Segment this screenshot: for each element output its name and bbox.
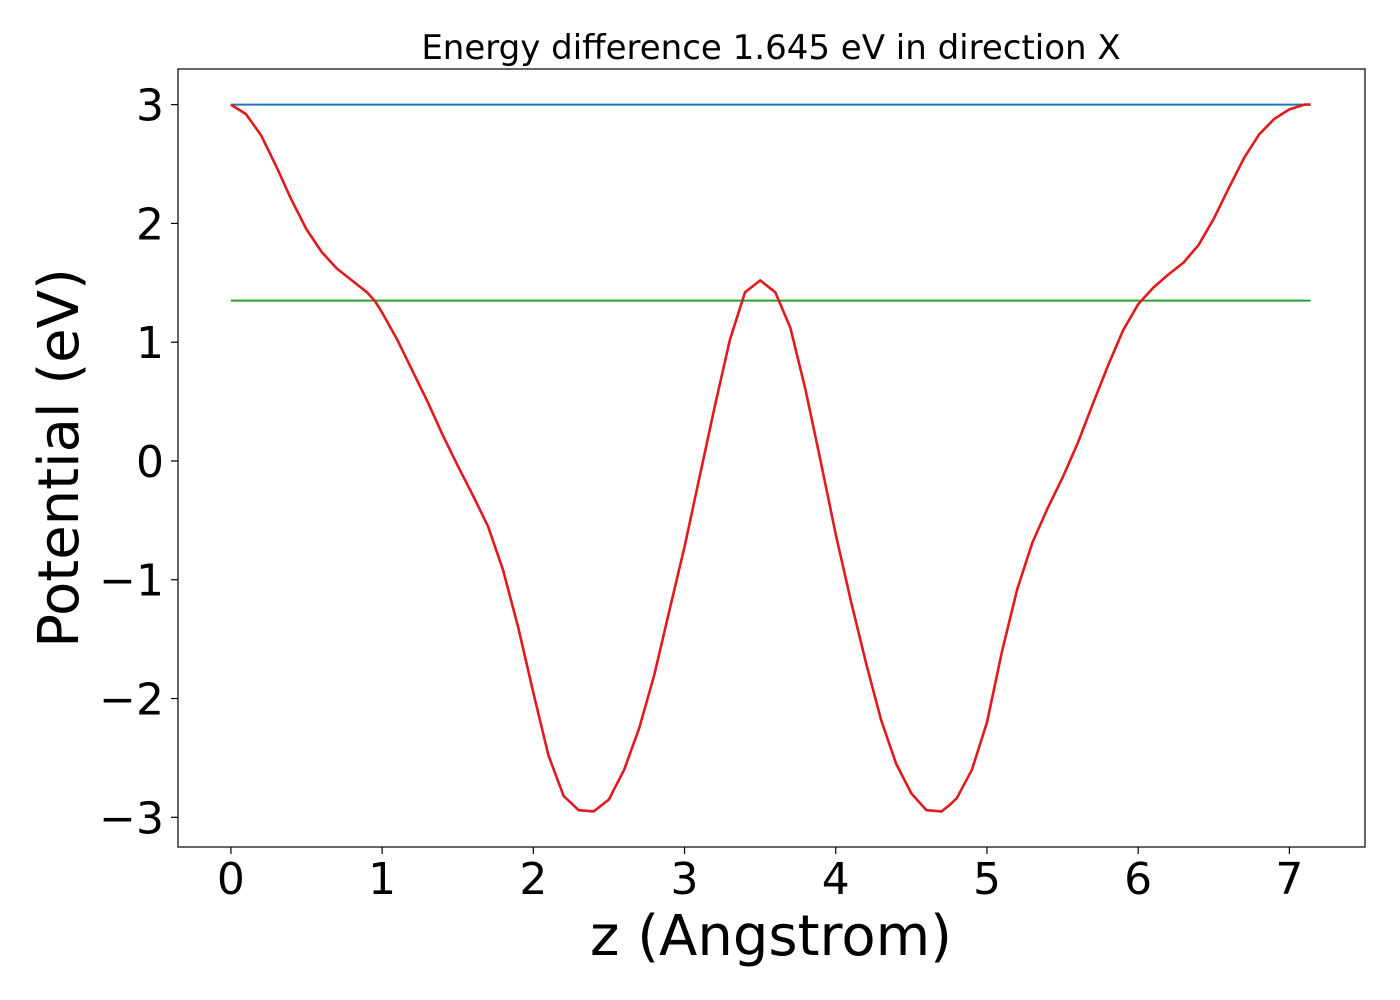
- y-tick-label: −2: [99, 675, 164, 726]
- x-axis-ticks: 0 1 2 3 4 5 6 7: [217, 847, 1303, 905]
- y-tick-label: 3: [136, 81, 164, 132]
- y-tick-label: 2: [136, 199, 164, 250]
- x-tick-label: 4: [822, 854, 850, 905]
- y-tick-label: 0: [136, 437, 164, 488]
- x-axis-label: z (Angstrom): [590, 904, 952, 969]
- y-tick-label: 1: [136, 318, 164, 369]
- x-tick-label: 1: [368, 854, 396, 905]
- series-line-2: [230, 103, 1311, 813]
- plot-frame: [177, 68, 1366, 848]
- y-tick-label: −1: [99, 556, 164, 607]
- y-tick-label: −3: [99, 793, 164, 844]
- x-tick-label: 2: [519, 854, 547, 905]
- x-tick-label: 0: [217, 854, 245, 905]
- x-tick-label: 5: [973, 854, 1001, 905]
- chart-title: Energy difference 1.645 eV in direction …: [421, 28, 1120, 68]
- y-axis-label: Potential (eV): [27, 268, 92, 648]
- x-tick-label: 6: [1124, 854, 1152, 905]
- x-tick-label: 7: [1275, 854, 1303, 905]
- series-layer: [230, 103, 1311, 813]
- y-axis-ticks: 3 2 1 0 −1 −2 −3: [99, 81, 178, 844]
- x-tick-label: 3: [671, 854, 699, 905]
